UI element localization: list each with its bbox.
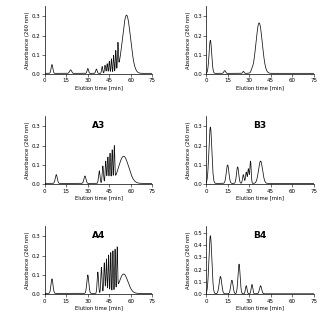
Y-axis label: Absorbance (260 nm): Absorbance (260 nm) bbox=[186, 12, 191, 69]
X-axis label: Elution time [min]: Elution time [min] bbox=[75, 306, 123, 311]
X-axis label: Elution time [min]: Elution time [min] bbox=[75, 85, 123, 91]
Y-axis label: Absorbance (260 nm): Absorbance (260 nm) bbox=[25, 122, 30, 179]
X-axis label: Elution time [min]: Elution time [min] bbox=[236, 85, 284, 91]
Text: A3: A3 bbox=[92, 121, 105, 130]
X-axis label: Elution time [min]: Elution time [min] bbox=[236, 196, 284, 201]
X-axis label: Elution time [min]: Elution time [min] bbox=[236, 306, 284, 311]
Text: A4: A4 bbox=[92, 231, 105, 240]
Text: B4: B4 bbox=[253, 231, 267, 240]
X-axis label: Elution time [min]: Elution time [min] bbox=[75, 196, 123, 201]
Y-axis label: Absorbance (260 nm): Absorbance (260 nm) bbox=[186, 122, 191, 179]
Text: B3: B3 bbox=[253, 121, 267, 130]
Y-axis label: Absorbance (260 nm): Absorbance (260 nm) bbox=[186, 232, 191, 289]
Y-axis label: Absorbance (260 nm): Absorbance (260 nm) bbox=[25, 12, 30, 69]
Y-axis label: Absorbance (260 nm): Absorbance (260 nm) bbox=[25, 232, 30, 289]
